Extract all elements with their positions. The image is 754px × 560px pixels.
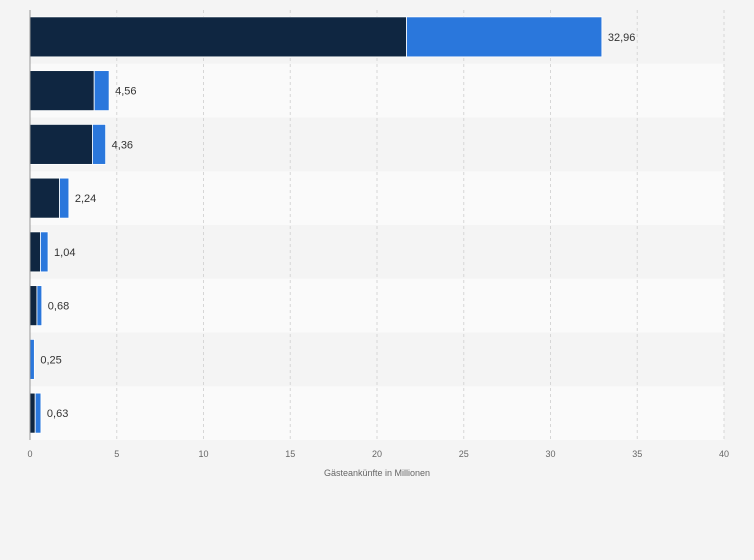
row-bands — [30, 10, 724, 440]
x-tick-label: 40 — [719, 449, 729, 459]
bar-segment-series-1 — [29, 70, 95, 112]
bar-value-label: 0,25 — [40, 354, 61, 366]
value-labels: 32,96 4,56 4,36 2,24 1,04 0,68 0,25 0,63 — [40, 32, 635, 420]
bar-segment-series-2 — [34, 392, 42, 434]
bar-segment-series-2 — [29, 338, 35, 380]
x-tick-label: 10 — [198, 449, 208, 459]
x-tick-label: 5 — [114, 449, 119, 459]
bar-segment-series-2 — [59, 177, 70, 219]
bar-segment-series-2 — [93, 70, 110, 112]
x-tick-label: 30 — [545, 449, 555, 459]
x-tick-label: 0 — [27, 449, 32, 459]
bar-segment-series-1 — [29, 123, 93, 165]
bar-value-label: 4,56 — [115, 86, 136, 98]
bar-value-label: 0,63 — [47, 408, 68, 420]
x-tick-label: 20 — [372, 449, 382, 459]
bar-value-label: 4,36 — [112, 139, 133, 151]
bar-segment-series-2 — [40, 231, 49, 273]
bar-value-label: 1,04 — [54, 247, 75, 259]
bar-value-label: 32,96 — [608, 32, 636, 44]
bar-value-label: 2,24 — [75, 193, 96, 205]
bar-segment-series-1 — [29, 16, 407, 58]
bar-segment-series-1 — [29, 177, 60, 219]
bar-segment-series-1 — [29, 231, 41, 273]
bar-segment-series-1 — [29, 392, 36, 434]
bars — [29, 16, 603, 434]
bar-value-label: 0,68 — [48, 301, 69, 313]
x-axis-ticks: 0 5 10 15 20 25 30 35 40 — [27, 449, 729, 459]
bar-segment-series-1 — [29, 285, 38, 327]
bar-segment-series-2 — [92, 123, 107, 165]
x-tick-label: 25 — [459, 449, 469, 459]
bar-segment-series-2 — [406, 16, 603, 58]
bar-segment-series-2 — [36, 285, 43, 327]
x-tick-label: 15 — [285, 449, 295, 459]
x-tick-label: 35 — [632, 449, 642, 459]
x-axis-title: Gästeankünfte in Millionen — [324, 468, 430, 478]
